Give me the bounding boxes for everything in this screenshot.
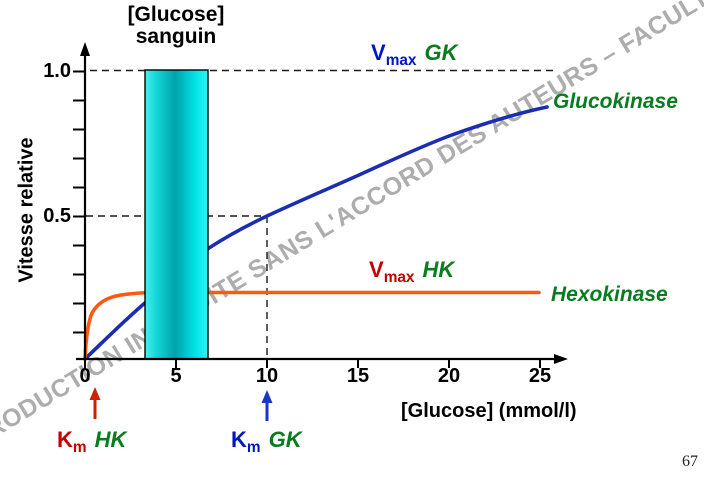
km-gk-label: Km GK bbox=[231, 427, 302, 457]
y-axis-arrow-icon bbox=[80, 42, 90, 56]
blood-glucose-band bbox=[144, 69, 209, 360]
km-hk-subscript: m bbox=[72, 439, 87, 456]
vmax-hk-subscript: max bbox=[383, 269, 415, 286]
x-axis-arrow-icon bbox=[554, 354, 568, 364]
band-title-line2: sanguin bbox=[135, 25, 217, 48]
y-axis-ticks bbox=[73, 70, 85, 334]
x-axis-ticks bbox=[84, 359, 541, 368]
vmax-hk-label: Vmax HK bbox=[369, 257, 454, 287]
x-tick-label-25: 25 bbox=[528, 365, 552, 387]
km-gk-arrow-icon bbox=[261, 390, 273, 421]
km-hk-label: Km HK bbox=[57, 427, 126, 457]
page-number: 67 bbox=[682, 453, 698, 470]
x-tick-label-20: 20 bbox=[437, 365, 461, 387]
glucokinase-curve-label: Glucokinase bbox=[553, 90, 678, 113]
x-tick-label-15: 15 bbox=[346, 365, 370, 387]
hexokinase-curve bbox=[83, 290, 541, 361]
hexokinase-curve-label: Hexokinase bbox=[551, 283, 668, 306]
km-gk-symbol: K bbox=[231, 427, 247, 452]
km-gk-enzyme: GK bbox=[268, 427, 302, 452]
y-tick-label-0_5: 0.5 bbox=[43, 205, 71, 227]
km-gk-subscript: m bbox=[246, 439, 261, 456]
band-title-line1: [Glucose] bbox=[127, 3, 225, 26]
vmax-hk-symbol: V bbox=[369, 257, 384, 282]
vmax-gk-symbol: V bbox=[371, 40, 386, 65]
x-axis-title: [Glucose] (mmol/l) bbox=[401, 400, 577, 422]
x-tick-label-5: 5 bbox=[170, 365, 182, 387]
x-tick-label-0: 0 bbox=[79, 365, 91, 387]
vmax-gk-enzyme: GK bbox=[424, 40, 458, 65]
vmax-hk-enzyme: HK bbox=[422, 257, 455, 282]
blood-glucose-band-title: [Glucose] sanguin bbox=[118, 4, 234, 48]
vmax-gk-subscript: max bbox=[385, 52, 417, 69]
km-hk-arrow-icon bbox=[89, 387, 101, 419]
km-hk-enzyme: HK bbox=[94, 427, 127, 452]
x-tick-label-10: 10 bbox=[255, 365, 279, 387]
km-hk-symbol: K bbox=[57, 427, 73, 452]
y-tick-label-1_0: 1.0 bbox=[43, 60, 71, 82]
vmax-gk-label: Vmax GK bbox=[371, 40, 458, 70]
